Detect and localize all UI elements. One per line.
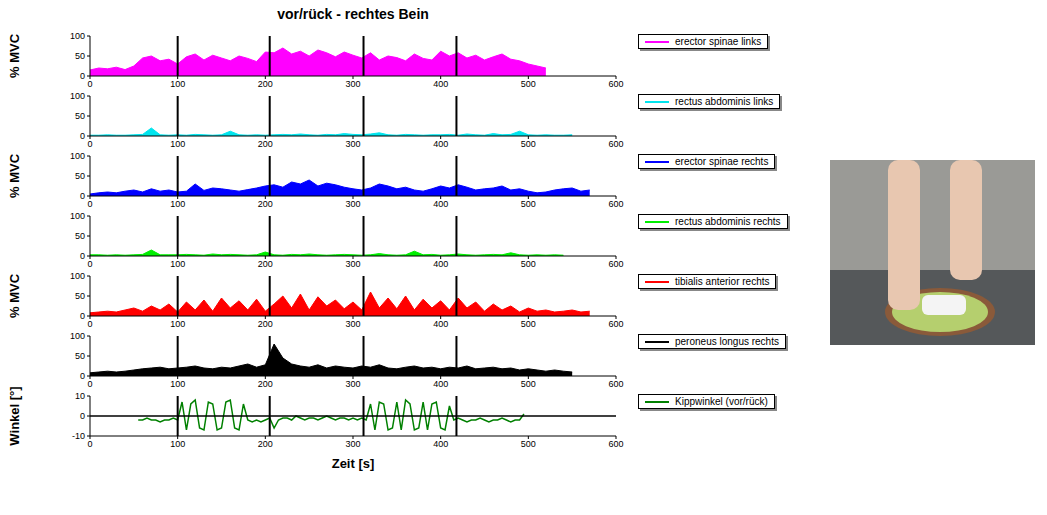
svg-text:300: 300 — [345, 139, 360, 149]
svg-text:0: 0 — [87, 139, 92, 149]
svg-text:600: 600 — [608, 79, 623, 89]
svg-text:400: 400 — [433, 319, 448, 329]
svg-text:500: 500 — [521, 139, 536, 149]
svg-text:0: 0 — [87, 259, 92, 269]
svg-text:300: 300 — [345, 199, 360, 209]
svg-text:50: 50 — [75, 51, 85, 61]
svg-text:0: 0 — [80, 191, 85, 201]
svg-text:500: 500 — [521, 439, 536, 449]
svg-text:300: 300 — [345, 379, 360, 389]
svg-text:100: 100 — [170, 139, 185, 149]
svg-text:50: 50 — [75, 231, 85, 241]
svg-text:500: 500 — [521, 319, 536, 329]
svg-text:0: 0 — [80, 371, 85, 381]
svg-text:500: 500 — [521, 199, 536, 209]
svg-text:100: 100 — [70, 271, 85, 281]
html-text:% MVC: % MVC — [6, 274, 22, 318]
svg-text:100: 100 — [70, 91, 85, 101]
svg-text:0: 0 — [87, 79, 92, 89]
svg-text:200: 200 — [258, 199, 273, 209]
svg-text:50: 50 — [75, 171, 85, 181]
svg-text:100: 100 — [170, 199, 185, 209]
svg-text:100: 100 — [70, 31, 85, 41]
svg-text:100: 100 — [170, 79, 185, 89]
svg-text:500: 500 — [521, 79, 536, 89]
svg-text:10: 10 — [75, 391, 85, 401]
svg-text:100: 100 — [170, 379, 185, 389]
html-text:erector spinae links: erector spinae links — [675, 36, 762, 47]
svg-text:400: 400 — [433, 139, 448, 149]
html-text:% MVC: % MVC — [6, 154, 22, 198]
svg-text:0: 0 — [87, 379, 92, 389]
svg-text:100: 100 — [70, 151, 85, 161]
svg-text:200: 200 — [258, 79, 273, 89]
svg-text:100: 100 — [70, 331, 85, 341]
svg-text:100: 100 — [170, 259, 185, 269]
svg-text:500: 500 — [521, 379, 536, 389]
svg-text:600: 600 — [608, 379, 623, 389]
svg-text:0: 0 — [80, 131, 85, 141]
html-text:vor/rück - rechtes Bein: vor/rück - rechtes Bein — [277, 6, 429, 22]
html-text:tibialis anterior rechts: tibialis anterior rechts — [675, 276, 770, 287]
svg-text:600: 600 — [608, 439, 623, 449]
html-text:Kippwinkel (vor/rück): Kippwinkel (vor/rück) — [675, 396, 768, 407]
svg-text:0: 0 — [87, 319, 92, 329]
html-text:% MVC: % MVC — [6, 34, 22, 78]
svg-text:600: 600 — [608, 199, 623, 209]
svg-text:300: 300 — [345, 259, 360, 269]
svg-text:400: 400 — [433, 79, 448, 89]
svg-text:400: 400 — [433, 379, 448, 389]
svg-text:300: 300 — [345, 439, 360, 449]
svg-text:300: 300 — [345, 79, 360, 89]
svg-text:0: 0 — [80, 251, 85, 261]
svg-text:200: 200 — [258, 379, 273, 389]
svg-text:200: 200 — [258, 439, 273, 449]
svg-text:0: 0 — [87, 199, 92, 209]
svg-text:0: 0 — [80, 71, 85, 81]
svg-text:100: 100 — [70, 211, 85, 221]
svg-text:100: 100 — [170, 439, 185, 449]
svg-text:0: 0 — [80, 311, 85, 321]
html-text:rectus abdominis links: rectus abdominis links — [675, 96, 774, 107]
svg-text:50: 50 — [75, 111, 85, 121]
svg-text:200: 200 — [258, 139, 273, 149]
html-text:Zeit [s]: Zeit [s] — [331, 456, 375, 471]
svg-text:600: 600 — [608, 139, 623, 149]
svg-text:400: 400 — [433, 199, 448, 209]
svg-text:-10: -10 — [72, 431, 85, 441]
html-text:rectus abdominis rechts: rectus abdominis rechts — [675, 216, 781, 227]
svg-text:600: 600 — [608, 259, 623, 269]
svg-text:0: 0 — [87, 439, 92, 449]
html-text:Winkel [°]: Winkel [°] — [6, 386, 22, 446]
svg-text:50: 50 — [75, 291, 85, 301]
svg-text:400: 400 — [433, 259, 448, 269]
svg-text:600: 600 — [608, 319, 623, 329]
svg-text:0: 0 — [80, 411, 85, 421]
html-text:erector spinae rechts: erector spinae rechts — [675, 156, 769, 167]
svg-text:500: 500 — [521, 259, 536, 269]
svg-text:200: 200 — [258, 259, 273, 269]
svg-text:200: 200 — [258, 319, 273, 329]
svg-text:100: 100 — [170, 319, 185, 329]
svg-text:400: 400 — [433, 439, 448, 449]
svg-text:300: 300 — [345, 319, 360, 329]
html-text:peroneus longus rechts: peroneus longus rechts — [675, 336, 779, 347]
svg-text:50: 50 — [75, 351, 85, 361]
